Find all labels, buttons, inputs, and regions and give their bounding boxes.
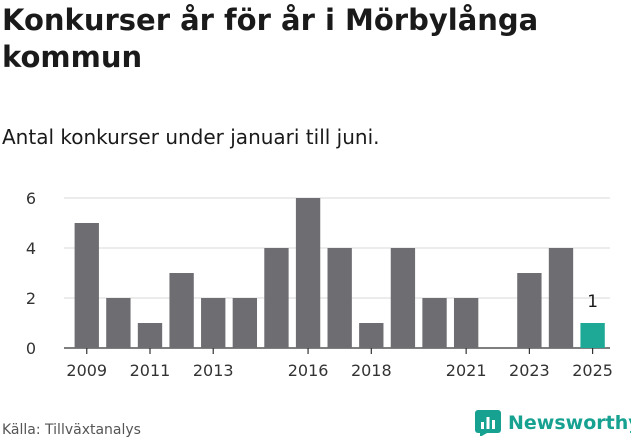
bar: [327, 248, 352, 348]
x-tick-label: 2013: [193, 361, 234, 380]
source-note: Källa: Tillväxtanalys: [2, 422, 141, 438]
bar: [232, 298, 258, 348]
bar-highlight: [580, 323, 605, 348]
x-tick-label: 2021: [446, 361, 487, 380]
x-tick-label: 2016: [288, 361, 329, 380]
data-label: 1: [587, 292, 598, 312]
bar: [201, 298, 226, 348]
y-tick-label: 4: [26, 239, 36, 258]
bar: [106, 298, 131, 348]
chart-subtitle: Antal konkurser under januari till juni.: [2, 125, 380, 149]
y-tick-label: 6: [26, 189, 36, 208]
newsworthy-brand[interactable]: Newsworthy: [475, 408, 631, 438]
x-tick-label: 2009: [66, 361, 107, 380]
newsworthy-logo-icon: [475, 410, 501, 436]
bar: [137, 323, 163, 348]
chart-title: Konkurser år för år i Mörbylånga kommun: [2, 3, 539, 74]
bar: [548, 248, 574, 348]
bar: [422, 298, 447, 348]
bar: [74, 223, 99, 348]
x-tick-label: 2011: [130, 361, 171, 380]
bar: [453, 298, 479, 348]
x-tick-label: 2025: [572, 361, 613, 380]
bar: [295, 198, 321, 348]
x-tick-label: 2018: [351, 361, 392, 380]
bar-chart: 0 2 4 6 1 2009 2011 2013 2016 2018 2021 2023 2025: [26, 189, 613, 380]
brand-name: Newsworthy: [508, 412, 631, 434]
bar: [264, 248, 289, 348]
bar: [390, 248, 416, 348]
bar: [517, 273, 542, 348]
bar: [169, 273, 194, 348]
y-tick-label: 2: [26, 289, 36, 308]
x-tick-label: 2023: [509, 361, 550, 380]
y-tick-label: 0: [26, 339, 36, 358]
bar: [359, 323, 384, 348]
